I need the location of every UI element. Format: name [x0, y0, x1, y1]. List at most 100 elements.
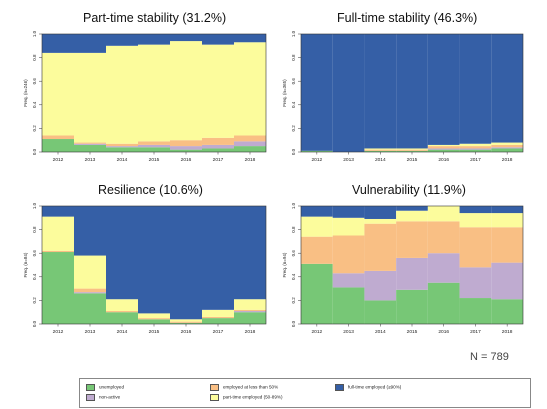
y-tick-label: 0.8: [291, 54, 296, 61]
y-tick-label: 0.8: [32, 226, 37, 233]
bar-segment-full_time-2013: [74, 34, 106, 53]
bar-segment-part_time-2013: [74, 255, 106, 289]
bar-segment-employed_lt50-2016: [170, 321, 202, 323]
bar-segment-part_time-2014: [364, 148, 397, 150]
bar-segment-non_active-2018: [234, 141, 266, 147]
bar-segment-part_time-2016: [427, 144, 460, 147]
legend-swatch: [210, 394, 219, 401]
bar-segment-employed_lt50-2012: [42, 135, 74, 140]
bar-segment-unemployed-2014: [364, 150, 397, 152]
bar-segment-non_active-2018: [491, 262, 523, 300]
x-tick-label: 2018: [502, 329, 513, 335]
title-main: Vulnerability: [352, 183, 420, 197]
bar-segment-full_time-2012: [301, 34, 333, 151]
bar-segment-part_time-2015: [138, 313, 170, 319]
x-tick-label: 2013: [343, 157, 354, 163]
legend-item-employed-lt50: employed at less than 50%: [210, 384, 278, 391]
y-tick-label: 0.0: [32, 148, 37, 155]
y-tick-label: 0.0: [291, 320, 296, 327]
bar-segment-employed_lt50-2015: [138, 318, 170, 320]
bar-segment-employed_lt50-2016: [170, 140, 202, 147]
x-tick-label: 2014: [117, 329, 128, 335]
bar-segment-unemployed-2015: [396, 150, 428, 152]
bar-segment-full_time-2014: [364, 34, 397, 149]
y-tick-label: 0.4: [291, 273, 296, 280]
bar-segment-unemployed-2017: [202, 148, 234, 152]
bar-segment-unemployed-2015: [138, 319, 170, 324]
bar-segment-full_time-2013: [332, 206, 365, 218]
title-pct: (46.3%): [433, 11, 478, 25]
legend-swatch: [86, 394, 95, 401]
legend-swatch: [86, 384, 95, 391]
bar-segment-full_time-2013: [332, 34, 365, 152]
bar-segment-full_time-2014: [106, 34, 138, 46]
legend-item-unemployed: unemployed: [86, 384, 124, 391]
bar-segment-unemployed-2012: [42, 252, 74, 324]
bar-segment-full_time-2017: [202, 206, 234, 310]
bar-segment-non_active-2013: [74, 292, 106, 294]
bar-segment-part_time-2012: [42, 52, 74, 136]
y-tick-label: 1.0: [32, 30, 37, 37]
y-tick-label: 0.4: [291, 101, 296, 108]
bar-segment-full_time-2017: [459, 34, 492, 144]
bar-segment-non_active-2018: [491, 147, 523, 149]
bar-segment-employed_lt50-2015: [138, 141, 170, 145]
bar-segment-employed_lt50-2018: [491, 144, 523, 148]
x-tick-label: 2013: [85, 329, 96, 335]
bar-segment-full_time-2016: [427, 34, 460, 145]
chart-title: Resilience (10.6%): [98, 183, 203, 197]
y-axis-label: Freq. (n=84): [23, 252, 28, 277]
bar-segment-unemployed-2018: [491, 299, 523, 324]
bar-segment-unemployed-2018: [491, 148, 523, 152]
bar-segment-unemployed-2015: [396, 289, 428, 324]
bar-segment-part_time-2014: [364, 218, 397, 224]
legend-label: employed at less than 50%: [223, 384, 279, 390]
bar-segment-unemployed-2012: [42, 139, 74, 152]
bar-segment-non_active-2014: [364, 270, 397, 301]
bar-segment-full_time-2016: [170, 206, 202, 320]
chart-title: Part-time stability (31.2%): [83, 11, 226, 25]
bar-segment-employed_lt50-2015: [396, 221, 428, 258]
bar-segment-employed_lt50-2013: [332, 235, 365, 274]
bar-segment-part_time-2013: [74, 52, 106, 143]
x-tick-label: 2016: [438, 329, 449, 335]
bar-segment-part_time-2015: [396, 148, 428, 150]
bar-segment-part_time-2016: [427, 206, 460, 222]
bar-segment-non_active-2018: [234, 311, 266, 313]
y-axis-label: Freq. (n=94): [282, 252, 287, 277]
bar-segment-employed_lt50-2014: [364, 149, 397, 151]
bar-segment-full_time-2014: [106, 206, 138, 300]
x-tick-label: 2015: [407, 157, 418, 163]
y-tick-label: 0.4: [32, 273, 37, 280]
bar-segment-part_time-2018: [234, 299, 266, 310]
bar-segment-unemployed-2016: [170, 149, 202, 152]
legend-label: full-time employed (≥90%): [348, 384, 402, 390]
bar-segment-part_time-2015: [396, 210, 428, 222]
bar-segment-unemployed-2018: [234, 146, 266, 152]
bar-segment-full_time-2017: [202, 34, 234, 45]
y-tick-label: 1.0: [32, 202, 37, 209]
bar-segment-part_time-2015: [138, 44, 170, 142]
chart-title: Full-time stability (46.3%): [337, 11, 477, 25]
bar-segment-part_time-2014: [106, 299, 138, 312]
chart-title: Vulnerability (11.9%): [352, 183, 466, 197]
bar-segment-employed_lt50-2013: [74, 142, 106, 144]
bar-segment-part_time-2018: [234, 42, 266, 136]
x-tick-label: 2018: [245, 157, 256, 163]
bar-segment-employed_lt50-2012: [301, 236, 333, 264]
title-pct: (11.9%): [423, 183, 466, 197]
bar-segment-part_time-2017: [459, 143, 492, 147]
bar-segment-full_time-2017: [459, 206, 492, 214]
bar-segment-full_time-2018: [234, 206, 266, 300]
bar-segment-unemployed-2017: [202, 318, 234, 324]
legend-label: non-active: [99, 394, 121, 400]
bar-segment-employed_lt50-2012: [42, 250, 74, 253]
legend: unemployed non-active employed at less t…: [79, 378, 531, 408]
x-tick-label: 2012: [53, 157, 64, 163]
bar-segment-unemployed-2015: [138, 147, 170, 152]
bar-segment-employed_lt50-2017: [202, 137, 234, 145]
bar-segment-employed_lt50-2014: [364, 223, 397, 271]
x-tick-label: 2017: [470, 329, 481, 335]
legend-item-part-time: part-time employed (50-89%): [210, 394, 283, 401]
